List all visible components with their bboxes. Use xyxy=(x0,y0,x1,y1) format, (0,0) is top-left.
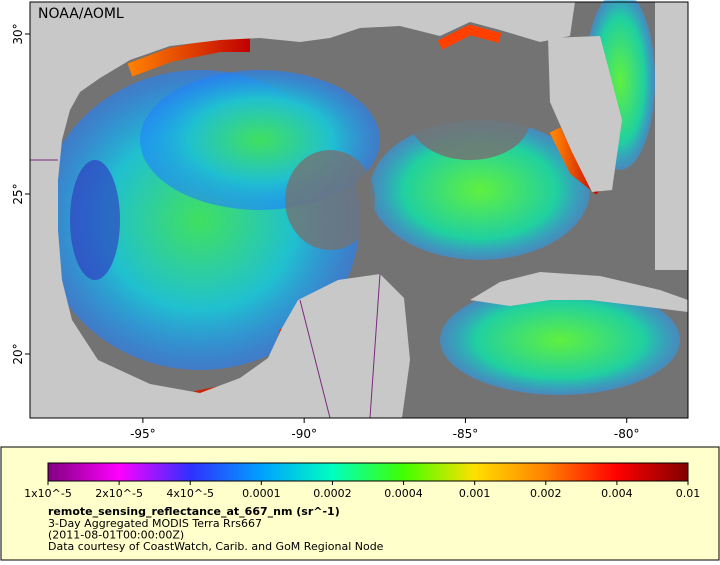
colorbar-label: 0.0001 xyxy=(242,487,281,500)
data-region xyxy=(70,160,120,280)
colorbar-label: 2x10^-5 xyxy=(95,487,143,500)
map-border xyxy=(29,1,689,419)
colorbar-label: 0.002 xyxy=(530,487,562,500)
land xyxy=(30,2,575,418)
legend-variable: remote_sensing_reflectance_at_667_nm (sr… xyxy=(48,505,340,518)
legend-line: (2011-08-01T00:00:00Z) xyxy=(48,529,184,542)
no-data xyxy=(410,80,530,160)
colorbar-label: 1x10^-5 xyxy=(24,487,72,500)
y-tick-label: 30° xyxy=(11,23,25,44)
credit: NOAA/AOML xyxy=(38,6,124,22)
x-tick-label: -80° xyxy=(614,427,640,441)
y-tick-label: 20° xyxy=(11,343,25,364)
coastal-high xyxy=(437,24,502,50)
colorbar-label: 0.004 xyxy=(601,487,633,500)
legend-lines: 3-Day Aggregated MODIS Terra Rrs667(2011… xyxy=(48,517,384,553)
colorbar-label: 0.001 xyxy=(459,487,491,500)
land xyxy=(548,36,622,192)
data-region xyxy=(370,120,590,260)
land xyxy=(655,2,688,270)
x-tick-label: -95° xyxy=(130,427,156,441)
legend-line: Data courtesy of CoastWatch, Carib. and … xyxy=(48,540,384,553)
colorbar-bar xyxy=(47,462,689,482)
no-data xyxy=(285,150,375,250)
coastal-high xyxy=(127,38,250,77)
x-tick-label: -85° xyxy=(453,427,479,441)
axes: -95° -90° -85° -80° 20° 25° 30° xyxy=(11,23,640,441)
colorbar-label: 0.0004 xyxy=(384,487,423,500)
x-tick-label: -90° xyxy=(291,427,317,441)
land xyxy=(470,272,688,312)
map-frame: NOAA/AOML xyxy=(29,0,689,419)
colorbar: 1x10^-5 2x10^-5 4x10^-5 0.0001 0.0002 0.0004 0… xyxy=(24,462,701,500)
legend-line: 3-Day Aggregated MODIS Terra Rrs667 xyxy=(48,517,262,530)
data-region xyxy=(440,285,680,395)
colorbar-label: 4x10^-5 xyxy=(166,487,214,500)
colorbar-label: 0.0002 xyxy=(313,487,352,500)
colorbar-label: 0.01 xyxy=(676,487,701,500)
border xyxy=(30,159,381,419)
y-tick-label: 25° xyxy=(11,183,25,204)
